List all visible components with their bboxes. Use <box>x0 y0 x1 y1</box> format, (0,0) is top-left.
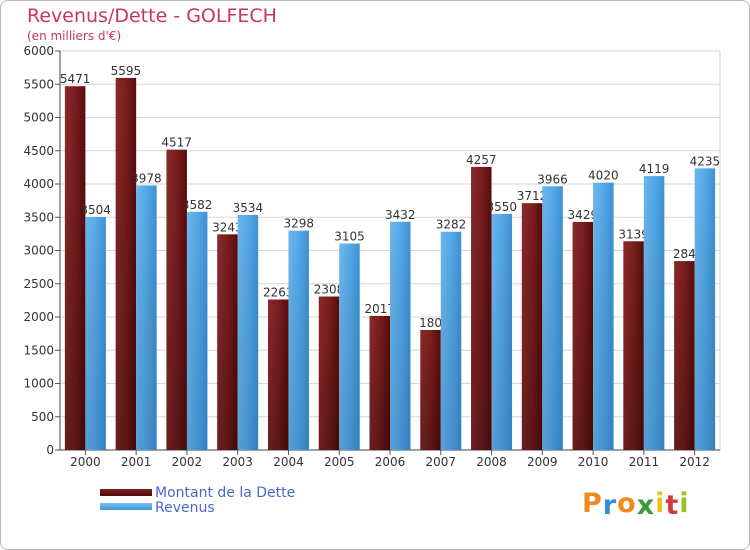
y-tick-label: 2500 <box>23 277 54 291</box>
data-label-revenus: 3966 <box>537 172 568 186</box>
data-label-debt: 180 <box>419 316 442 330</box>
data-label-revenus: 3282 <box>436 218 467 232</box>
data-label-debt: 3243 <box>212 220 243 234</box>
bar-debt-shade <box>369 315 390 450</box>
bar-revenus-shade <box>288 230 309 450</box>
data-label-debt: 3712 <box>517 189 548 203</box>
proxiti-logo: Proxiti <box>582 488 690 521</box>
bar-debt-shade <box>572 221 594 450</box>
bar-revenus-shade <box>593 182 614 451</box>
logo-letter: r <box>602 490 618 521</box>
x-tick-label: 2001 <box>121 455 152 469</box>
legend-swatch-revenus <box>100 503 152 510</box>
y-tick-label: 4000 <box>23 177 54 191</box>
bar-debt-shade <box>674 261 695 450</box>
data-label-revenus: 4020 <box>588 169 619 183</box>
bar-revenus-shade <box>390 221 411 450</box>
legend-label-revenus: Revenus <box>155 500 215 516</box>
y-tick-label: 500 <box>31 410 54 424</box>
data-label-debt: 3139 <box>618 227 649 241</box>
bar-revenus-shade <box>694 168 716 450</box>
data-label-debt: 4517 <box>161 136 192 150</box>
bar-revenus-shade <box>186 211 208 450</box>
data-label-revenus: 3298 <box>283 217 314 231</box>
chart-subtitle: (en milliers d'€) <box>27 29 122 43</box>
y-tick-label: 6000 <box>23 44 54 58</box>
data-label-debt: 5471 <box>60 72 91 86</box>
x-tick-label: 2008 <box>476 455 507 469</box>
bar-revenus-shade <box>237 214 259 450</box>
data-label-revenus: 3105 <box>334 230 365 244</box>
x-tick-label: 2011 <box>629 455 660 469</box>
data-label-revenus: 4119 <box>639 162 670 176</box>
data-label-debt: 5595 <box>111 64 142 78</box>
bar-revenus-shade <box>440 231 462 450</box>
x-tick-label: 2012 <box>679 455 710 469</box>
x-tick-label: 2003 <box>222 455 253 469</box>
bar-debt-shade <box>217 234 238 450</box>
bar-revenus-shade <box>85 216 106 450</box>
y-tick-label: 1000 <box>23 377 54 391</box>
logo-letter: P <box>582 488 603 519</box>
data-label-debt: 2263 <box>263 286 294 300</box>
logo-letter: o <box>617 488 637 519</box>
bar-debt-shade <box>420 329 441 450</box>
y-tick-label: 3000 <box>23 244 54 258</box>
logo-letter: x <box>636 490 656 521</box>
logo-letter: i <box>655 488 666 519</box>
bar-revenus-shade <box>643 176 665 451</box>
logo-letter: i <box>679 488 690 519</box>
data-label-debt: 3429 <box>568 208 599 222</box>
y-tick-label: 5500 <box>23 77 54 91</box>
x-tick-label: 2007 <box>425 455 456 469</box>
data-label-revenus: 3504 <box>80 203 111 217</box>
y-tick-label: 2000 <box>23 310 54 324</box>
y-tick-label: 0 <box>46 443 54 457</box>
bar-revenus-shade <box>491 213 513 450</box>
bar-debt-shade <box>521 203 543 450</box>
bar-debt-shade <box>318 296 340 450</box>
data-label-debt: 2308 <box>314 283 345 297</box>
x-tick-label: 2004 <box>273 455 304 469</box>
chart-title: Revenus/Dette - GOLFECH <box>27 5 277 27</box>
y-tick-label: 4500 <box>23 144 54 158</box>
x-tick-label: 2000 <box>70 455 101 469</box>
data-label-debt: 4257 <box>466 153 497 167</box>
data-label-revenus: 4235 <box>690 154 721 168</box>
y-tick-label: 3500 <box>23 210 54 224</box>
x-tick-label: 2010 <box>578 455 609 469</box>
bar-debt-shade <box>623 241 644 450</box>
data-label-revenus: 3550 <box>487 200 518 214</box>
x-tick-label: 2006 <box>375 455 406 469</box>
data-label-revenus: 3582 <box>182 198 213 212</box>
data-label-revenus: 3978 <box>131 171 162 185</box>
data-label-debt: 2017 <box>364 302 395 316</box>
data-label-debt: 284 <box>673 247 696 261</box>
bar-debt-shade <box>64 86 86 450</box>
data-label-revenus: 3432 <box>385 208 416 222</box>
bar-revenus-shade <box>136 185 157 450</box>
y-tick-label: 5000 <box>23 111 54 125</box>
data-label-revenus: 3534 <box>233 201 264 215</box>
y-tick-label: 1500 <box>23 343 54 357</box>
bar-debt-shade <box>166 149 187 450</box>
legend-swatch-debt <box>100 489 152 496</box>
x-tick-label: 2009 <box>527 455 558 469</box>
x-tick-label: 2005 <box>324 455 355 469</box>
bar-debt-shade <box>267 299 289 450</box>
logo-letter: t <box>665 490 680 521</box>
legend-label-debt: Montant de la Dette <box>155 485 296 501</box>
bar-revenus-shade <box>542 186 563 451</box>
x-tick-label: 2002 <box>172 455 203 469</box>
bar-revenus-shade <box>339 243 360 450</box>
bar-debt-shade <box>115 77 137 451</box>
bar-debt-shade <box>471 166 492 451</box>
